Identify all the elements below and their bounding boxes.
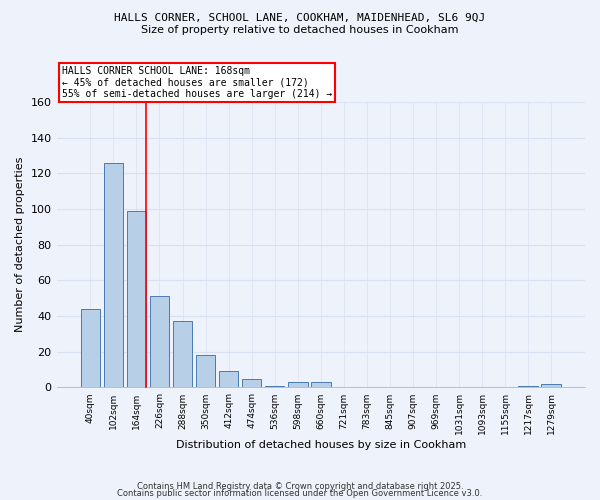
Bar bbox=[288, 382, 308, 388]
Bar bbox=[104, 162, 123, 388]
Text: Size of property relative to detached houses in Cookham: Size of property relative to detached ho… bbox=[141, 25, 459, 35]
Bar bbox=[311, 382, 331, 388]
Bar bbox=[518, 386, 538, 388]
Text: Contains HM Land Registry data © Crown copyright and database right 2025.: Contains HM Land Registry data © Crown c… bbox=[137, 482, 463, 491]
Bar bbox=[265, 386, 284, 388]
Y-axis label: Number of detached properties: Number of detached properties bbox=[15, 157, 25, 332]
Bar bbox=[242, 378, 262, 388]
Bar bbox=[149, 296, 169, 388]
X-axis label: Distribution of detached houses by size in Cookham: Distribution of detached houses by size … bbox=[176, 440, 466, 450]
Bar bbox=[80, 309, 100, 388]
Bar bbox=[173, 322, 193, 388]
Text: Contains public sector information licensed under the Open Government Licence v3: Contains public sector information licen… bbox=[118, 490, 482, 498]
Bar bbox=[219, 372, 238, 388]
Text: HALLS CORNER SCHOOL LANE: 168sqm
← 45% of detached houses are smaller (172)
55% : HALLS CORNER SCHOOL LANE: 168sqm ← 45% o… bbox=[62, 66, 332, 99]
Bar bbox=[541, 384, 561, 388]
Text: HALLS CORNER, SCHOOL LANE, COOKHAM, MAIDENHEAD, SL6 9QJ: HALLS CORNER, SCHOOL LANE, COOKHAM, MAID… bbox=[115, 12, 485, 22]
Bar bbox=[196, 356, 215, 388]
Bar bbox=[127, 211, 146, 388]
